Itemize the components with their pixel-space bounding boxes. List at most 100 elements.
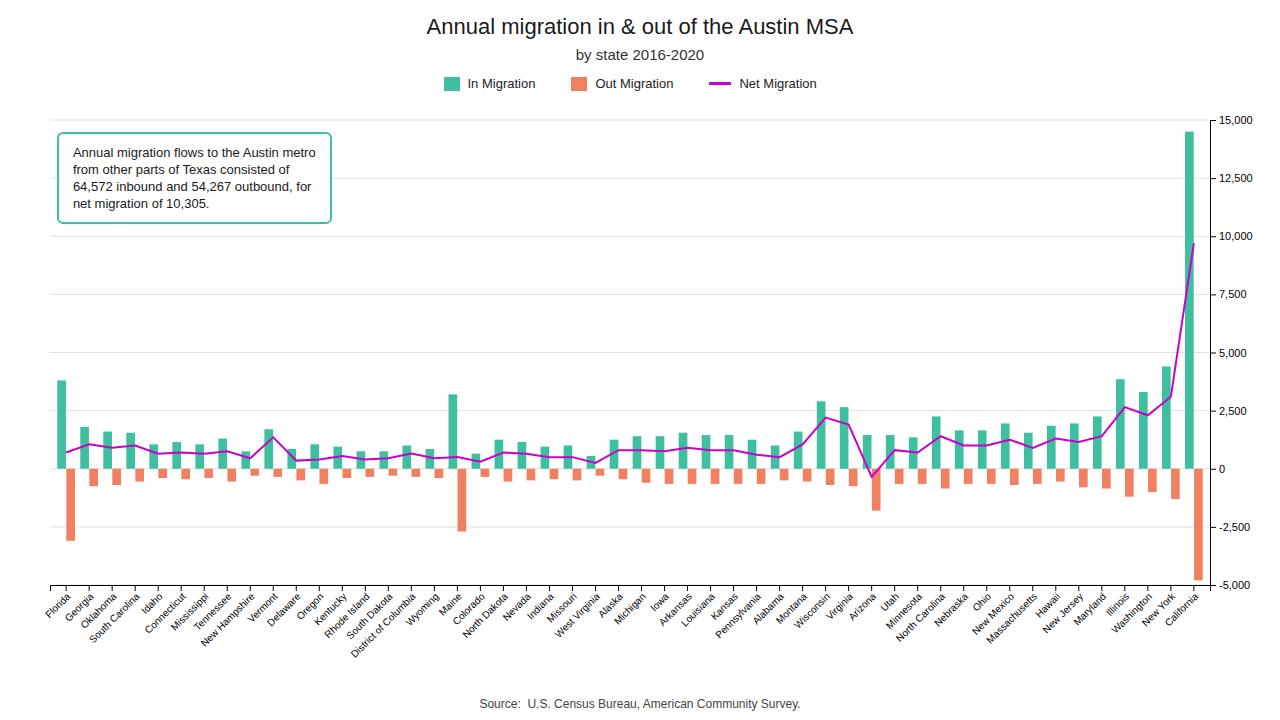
x-tick-mark [66,585,67,591]
bar [1001,423,1010,468]
bar [241,451,250,468]
y-tick-label: 5,000 [1219,347,1247,359]
bar [895,469,904,484]
bar [1093,416,1102,468]
x-tick-mark [503,585,504,591]
x-tick-label: Delaware [265,590,303,628]
bar [1171,469,1180,499]
y-tick: 15,000 [1210,114,1253,126]
bar [757,469,766,484]
x-tick-mark [342,585,343,591]
legend-item: In Migration [444,76,536,91]
x-tick-mark [756,585,757,591]
x-tick: Arizona [846,585,878,622]
x-tick-label: Maryland [1071,591,1108,628]
bar [227,469,236,482]
x-tick-mark [894,585,895,591]
bar [389,469,398,476]
bar [458,469,467,532]
bar [1033,469,1042,484]
bar [1148,469,1157,492]
bar [103,432,112,469]
chart-svg: Annual migration in & out of the Austin … [0,0,1280,720]
bar [527,469,536,481]
x-tick: Louisiana [679,585,717,629]
bar [57,380,66,468]
bar [1047,426,1056,469]
y-tick-label: 2,500 [1219,405,1247,417]
y-tick: 12,500 [1210,172,1253,184]
bar [250,469,259,476]
legend-label: In Migration [468,76,536,91]
grid-line [50,526,1210,527]
x-tick-label: Arizona [846,590,878,622]
bar [780,469,789,481]
grid-line [50,410,1210,411]
bar [518,442,527,469]
bar [435,469,444,478]
grid-line [50,236,1210,237]
grid-line [50,294,1210,295]
bar [619,469,628,479]
x-tick: Maryland [1071,585,1108,628]
y-tick-label: 12,500 [1219,172,1253,184]
bar-series [57,132,1193,469]
x-tick-mark [802,585,803,591]
legend-item: Out Migration [571,76,673,91]
bar [158,469,167,478]
x-tick-mark [204,585,205,591]
x-tick-mark [457,585,458,591]
legend-item: Net Migration [709,76,816,91]
x-tick-mark [848,585,849,591]
bar [596,469,605,476]
x-axis: FloridaGeorgiaOklahomaSouth CarolinaIdah… [43,585,1210,660]
bar [273,469,282,477]
x-tick-mark [664,585,665,591]
x-tick-mark [296,585,297,591]
bar [633,436,642,469]
x-tick-label: West Virginia [553,590,602,639]
annotation: Annual migration flows to the Austin met… [57,132,332,224]
bar [656,436,665,469]
legend-label: Net Migration [739,76,816,91]
bar [849,469,858,486]
y-tick-label: 10,000 [1219,230,1253,242]
x-tick-mark [733,585,734,591]
y-tick-mark [1210,411,1216,412]
bar [987,469,996,484]
bar [550,469,559,479]
bar [264,429,273,469]
x-tick-label: Nebraska [932,590,970,628]
bar [412,469,421,477]
x-tick-mark [1009,585,1010,591]
bar [978,430,987,468]
legend-swatch [571,77,587,91]
x-tick: Michigan [612,585,648,627]
x-axis-line [51,586,1211,592]
bar [135,469,144,482]
plot: -5,000-2,50002,5005,0007,50010,00012,500… [43,114,1253,660]
y-tick-label: 7,500 [1219,288,1247,300]
x-tick-mark [250,585,251,591]
x-tick: South Carolina [87,585,142,645]
bar [1194,469,1203,581]
bar [204,469,213,478]
line [66,243,1194,477]
bar [1070,423,1079,468]
y-tick-mark [1210,178,1216,179]
y-tick-mark [1210,236,1216,237]
grid [50,120,1210,585]
y-tick-label: -2,500 [1219,521,1250,533]
y-tick-mark [1210,120,1216,121]
legend: In Migration Out Migration Net Migration [444,76,817,91]
x-tick-mark [1124,585,1125,591]
bar [126,433,135,469]
bar [296,469,305,481]
bar [195,444,204,468]
bar [172,442,181,469]
bar [734,469,743,484]
bar [218,439,227,469]
x-tick-mark [181,585,182,591]
x-tick-mark [319,585,320,591]
bar [365,469,374,477]
